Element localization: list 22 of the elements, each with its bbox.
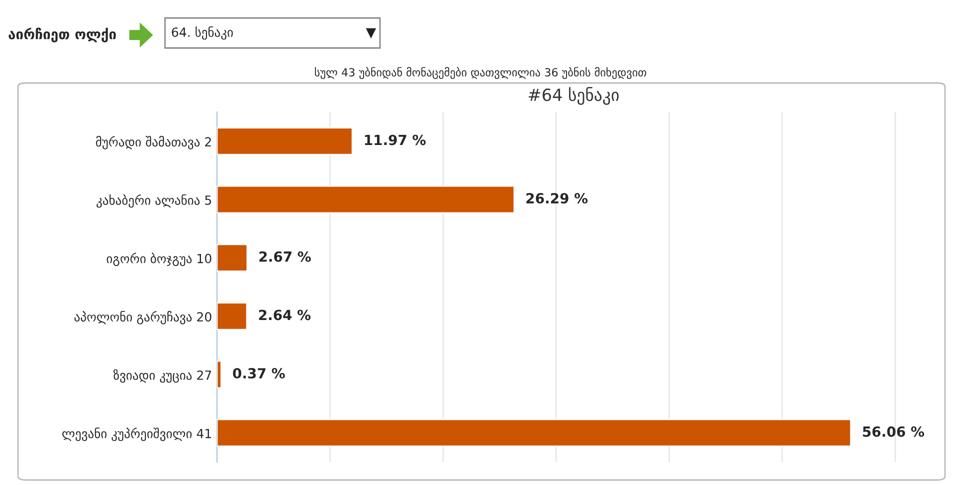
data-label: 2.67 % [259, 251, 311, 262]
y-tick-label: მურადი შამათავა 2 [96, 136, 211, 150]
bar [217, 360, 222, 389]
data-label: 2.64 % [259, 310, 311, 320]
chart-subtitle: სულ 43 უბნიდან მონაცემები დათვლილია 36 უბნის მიხედვით [314, 67, 646, 79]
bar [217, 418, 852, 447]
y-tick-label: აპოლონი გარუჩავა 20 [74, 310, 212, 324]
data-label: 11.97 % [365, 134, 426, 146]
bar [217, 244, 248, 272]
text: აირჩიეთ ოლქი [8, 28, 116, 42]
text: 64. სენაკი [172, 26, 233, 40]
y-tick-label: კახაბერი ალანია 5 [96, 194, 212, 208]
data-label: 0.37 % [232, 368, 285, 379]
data-label: 56.06 % [862, 426, 924, 437]
y-tick-label: ზვიადი კუცია 27 [113, 369, 212, 383]
bar [217, 302, 248, 330]
data-label: 26.29 % [526, 193, 588, 204]
y-tick-label: ლევანი კუპრეიშვილი 41 [62, 428, 211, 442]
y-tick-label: იგორი ბოჯგუა 10 [106, 252, 212, 266]
chart-title: #64 სენაკი [528, 87, 619, 105]
bar [217, 127, 354, 156]
bar [217, 185, 515, 214]
